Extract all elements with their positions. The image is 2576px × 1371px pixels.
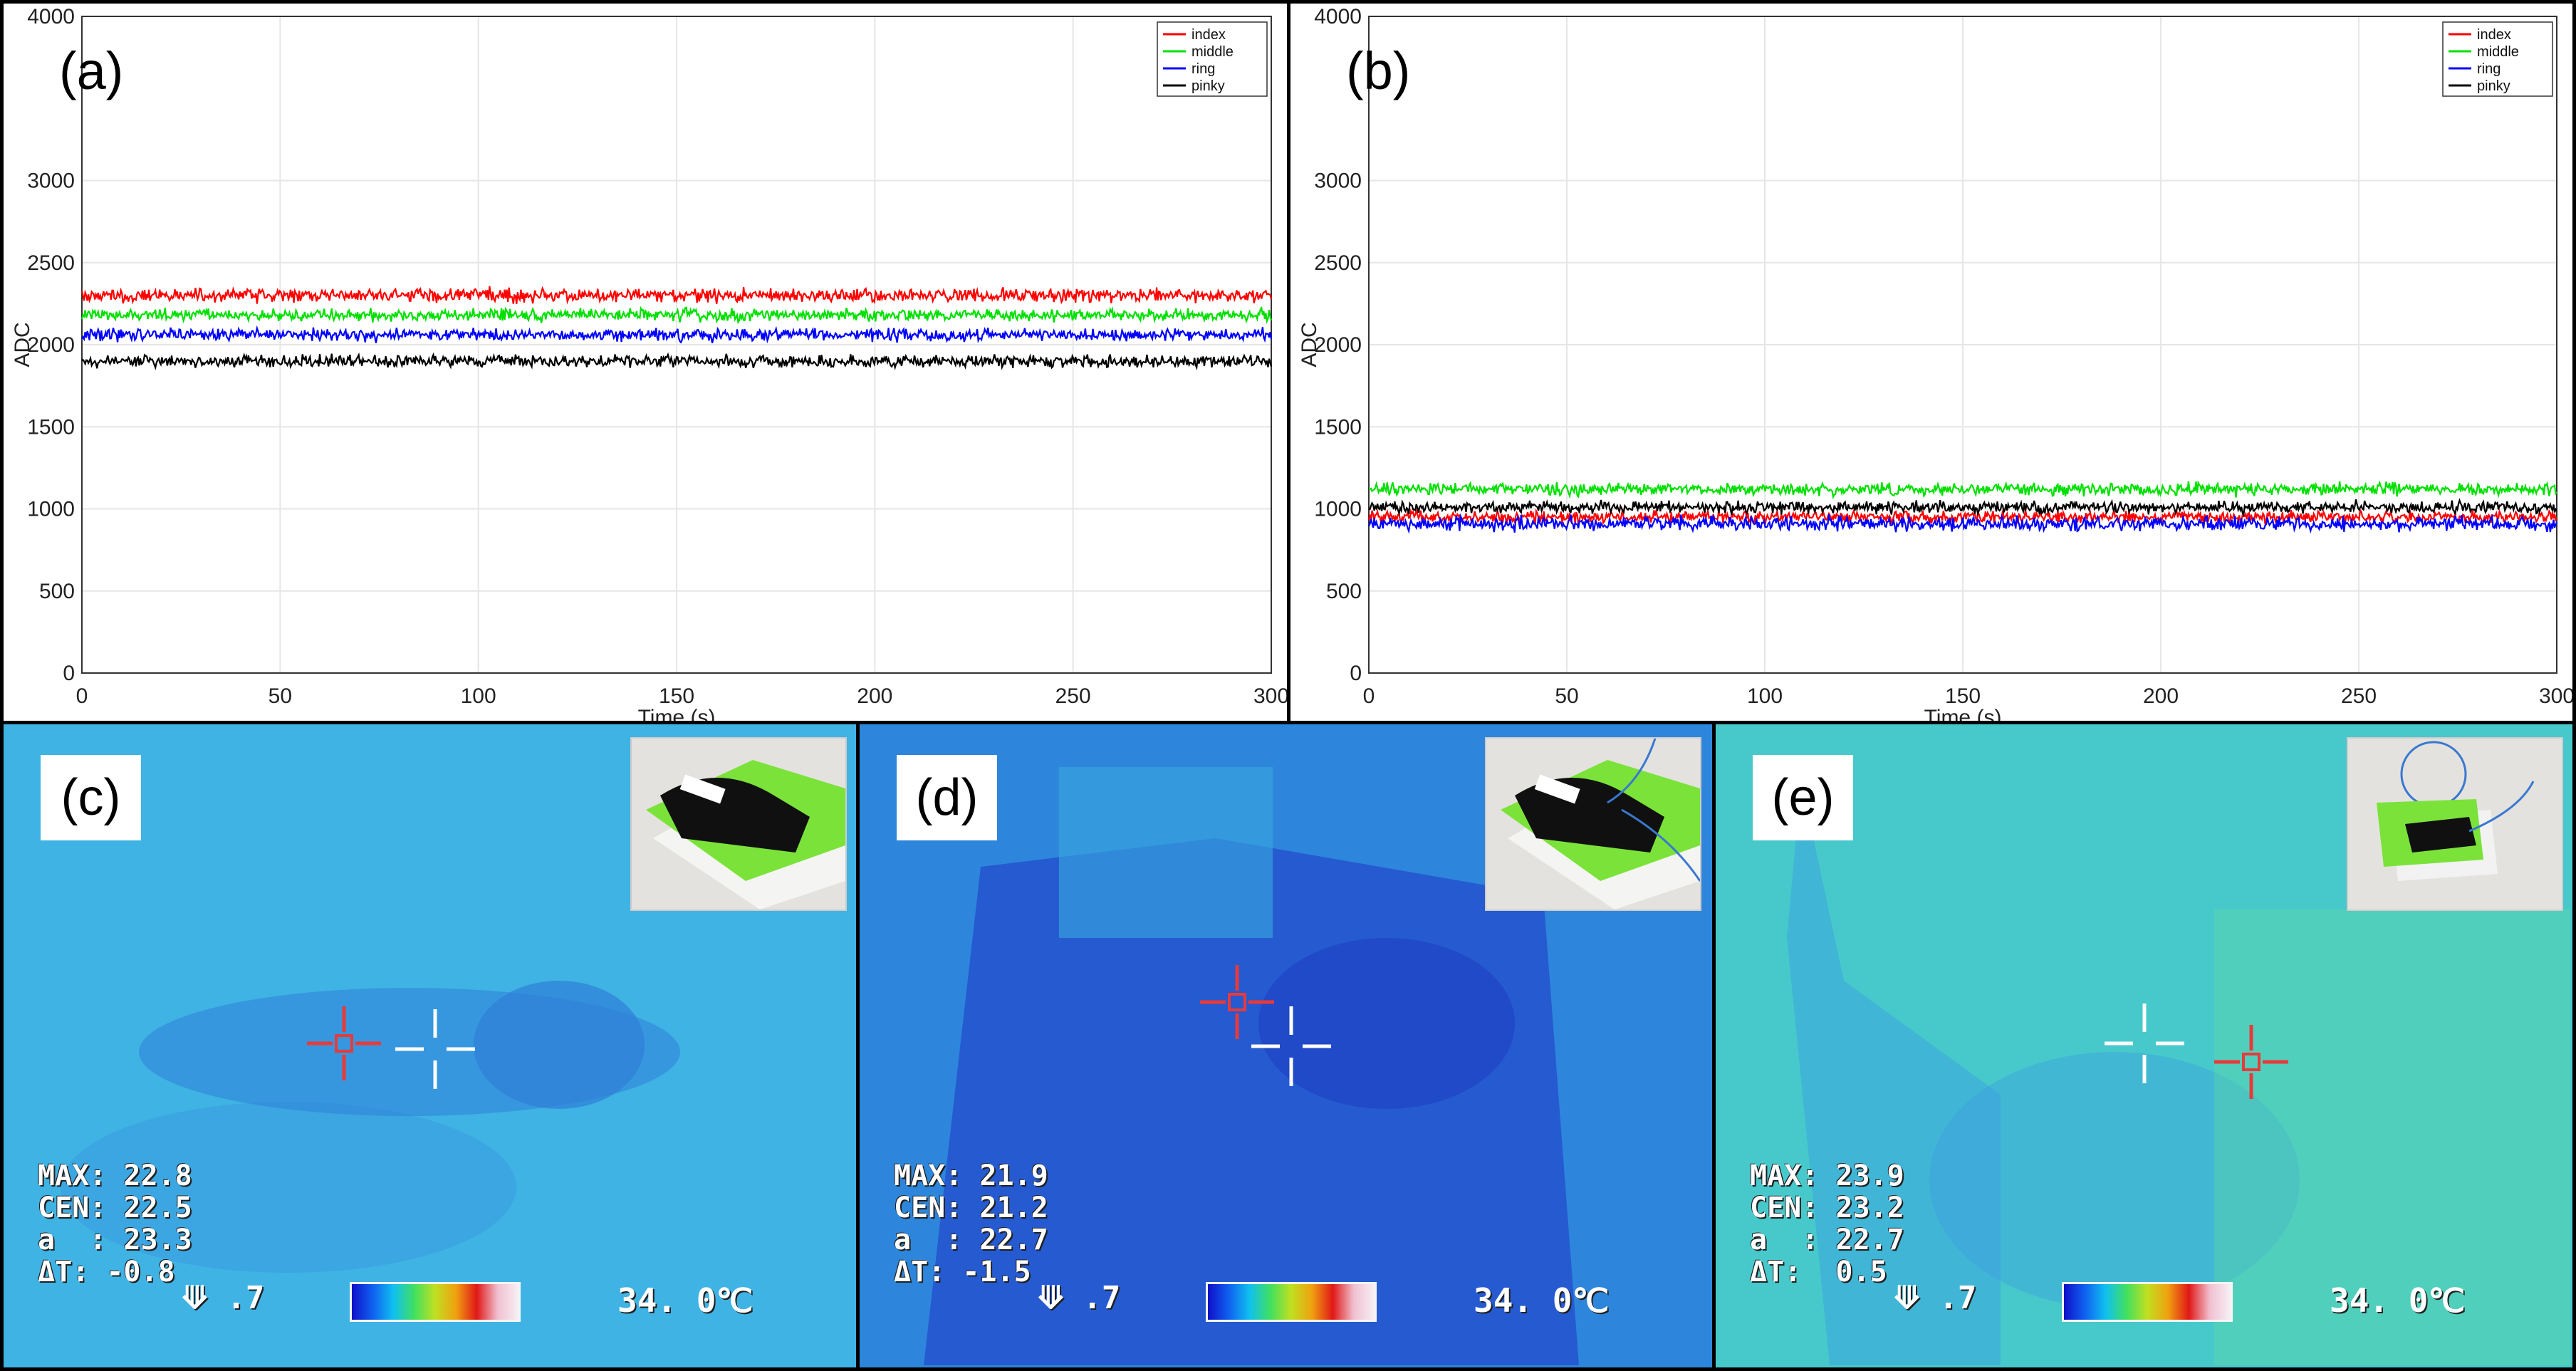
series-line-pinky	[81, 352, 1273, 370]
center-crosshair-icon	[395, 1009, 475, 1089]
adc-chart-a: 0 50 100 150 200 250 3000500100015002000250030…	[11, 5, 1287, 721]
panel-label-b: (b)	[1346, 41, 1411, 100]
readout-max: MAX: 23.9	[1750, 1159, 1904, 1192]
thermal-panel-e: (e) MAX: 23.9 CEN: 23.2 a : 22.7 ΔT: 0.5 ⟱ .7…	[1712, 721, 2576, 1371]
y-tick-label: 2500	[1314, 251, 1362, 275]
x-tick-label: 250	[1055, 684, 1091, 708]
emissivity-readout: ⟱ .7	[1038, 1280, 1121, 1316]
x-tick-label: 300	[2539, 684, 2572, 708]
x-tick-label: 50	[268, 684, 292, 708]
series-line-ring	[1368, 513, 2558, 534]
x-tick-label: 150	[1945, 684, 1981, 708]
series-line-middle	[1368, 480, 2557, 500]
chart-panel-a: 0 50 100 150 200 250 300 0 500 1000 1500 2000 2500 30…	[0, 0, 1290, 724]
y-axis-label: ADC	[1298, 322, 1321, 367]
temperature-readout: MAX: 21.9 CEN: 21.2 a : 22.7 ΔT: -1.5	[894, 1160, 1048, 1288]
x-axis-label: Time (s)	[1924, 706, 2002, 721]
y-axis-label: ADC	[11, 322, 34, 367]
readout-cen: CEN: 23.2	[1750, 1192, 1904, 1224]
x-tick-label: 0	[1363, 684, 1375, 708]
y-tick-label: 1500	[1314, 415, 1362, 439]
spot-crosshair-icon	[2214, 1025, 2288, 1099]
center-crosshair-icon	[1251, 1006, 1331, 1086]
emissivity-readout: ⟱ .7	[182, 1280, 265, 1316]
chart-panel-b: 0 50 100 150 200 250 300 0 500 1000 1500 2000 2500 30…	[1287, 0, 2576, 724]
readout-a: a : 22.7	[894, 1224, 1048, 1256]
y-tick-label: 1500	[27, 415, 75, 439]
readout-dt: ΔT: -0.8	[38, 1256, 175, 1288]
legend-label-index: index	[1191, 27, 1226, 43]
center-crosshair-icon	[2105, 1004, 2184, 1083]
y-tick-label: 4000	[27, 5, 75, 28]
series-line-ring	[81, 325, 1273, 344]
x-tick-label: 100	[461, 684, 496, 708]
legend-label-middle: middle	[2477, 44, 2519, 60]
x-tick-label: 200	[2143, 684, 2179, 708]
x-tick-label: 250	[2341, 684, 2377, 708]
y-tick-label: 4000	[1314, 5, 1362, 28]
readout-a: a : 23.3	[38, 1224, 192, 1256]
readout-cen: CEN: 22.5	[38, 1192, 192, 1224]
legend-label-index: index	[2477, 27, 2511, 43]
y-tick-label: 500	[1326, 580, 1362, 603]
scale-max-temperature: 34. 0℃	[617, 1281, 753, 1320]
x-axis-label: Time (s)	[638, 706, 716, 721]
x-tick-label: 100	[1747, 684, 1783, 708]
y-tick-label: 1000	[1314, 498, 1362, 521]
readout-dt: ΔT: 0.5	[1750, 1256, 1887, 1288]
readout-cen: CEN: 21.2	[894, 1192, 1048, 1224]
spot-crosshair-icon	[307, 1006, 381, 1080]
series-line-pinky	[1368, 498, 2557, 518]
temperature-readout: MAX: 23.9 CEN: 23.2 a : 22.7 ΔT: 0.5	[1750, 1160, 1904, 1288]
y-tick-label: 0	[1350, 662, 1362, 685]
color-scale-bar	[2062, 1282, 2233, 1322]
y-tick-label: 3000	[27, 170, 75, 193]
thermal-panel-c: (c) MAX: 22.8 CEN: 22.5 a : 23.3 ΔT: -0.8 ⟱ .…	[0, 721, 860, 1371]
readout-max: MAX: 21.9	[894, 1159, 1048, 1192]
x-tick-label: 300	[1253, 684, 1287, 708]
temperature-readout: MAX: 22.8 CEN: 22.5 a : 23.3 ΔT: -0.8	[38, 1160, 192, 1288]
series-line-index	[80, 286, 1273, 305]
emissivity-readout: ⟱ .7	[1894, 1280, 1977, 1316]
y-tick-label: 0	[63, 662, 75, 685]
x-tick-label: 200	[857, 684, 892, 708]
color-scale-bar	[350, 1282, 521, 1322]
legend-label-ring: ring	[2477, 61, 2501, 77]
panel-label-a: (a)	[59, 41, 124, 100]
plot-frame	[1368, 16, 2557, 674]
legend-label-middle: middle	[1191, 44, 1234, 60]
y-tick-label: 2500	[27, 251, 75, 275]
legend-label-pinky: pinky	[1191, 78, 1225, 94]
series-line-middle	[80, 306, 1273, 325]
panel-label-c: (c)	[41, 755, 141, 840]
y-tick-label: 500	[39, 580, 75, 603]
color-scale-bar	[1206, 1282, 1377, 1322]
readout-dt: ΔT: -1.5	[894, 1256, 1031, 1288]
glove-photo-inset	[630, 737, 847, 911]
y-tick-label: 1000	[27, 498, 75, 521]
plot-frame	[81, 16, 1272, 674]
glove-photo-inset	[1485, 737, 1701, 911]
legend-label-pinky: pinky	[2477, 78, 2510, 94]
readout-a: a : 22.7	[1750, 1224, 1904, 1256]
x-tick-label: 50	[1555, 684, 1578, 708]
x-tick-label: 150	[659, 684, 694, 708]
adc-chart-b: 0 50 100 150 200 250 3000500100015002000250030…	[1298, 5, 2572, 721]
y-tick-label: 2000	[27, 333, 75, 357]
thermal-panel-d: (d) MAX: 21.9 CEN: 21.2 a : 22.7 ΔT: -1.5 ⟱ .…	[856, 721, 1716, 1371]
y-tick-label: 3000	[1314, 170, 1362, 193]
panel-label-d: (d)	[897, 755, 997, 840]
legend-label-ring: ring	[1191, 61, 1215, 77]
scale-max-temperature: 34. 0℃	[1474, 1281, 1610, 1320]
glove-photo-inset	[2347, 737, 2563, 911]
thermal-image	[860, 724, 1712, 1367]
scale-max-temperature: 34. 0℃	[2330, 1281, 2466, 1320]
x-tick-label: 0	[76, 684, 88, 708]
spot-crosshair-icon	[1200, 965, 1274, 1039]
panel-label-e: (e)	[1753, 755, 1853, 840]
y-tick-label: 2000	[1314, 333, 1362, 357]
readout-max: MAX: 22.8	[38, 1159, 192, 1192]
